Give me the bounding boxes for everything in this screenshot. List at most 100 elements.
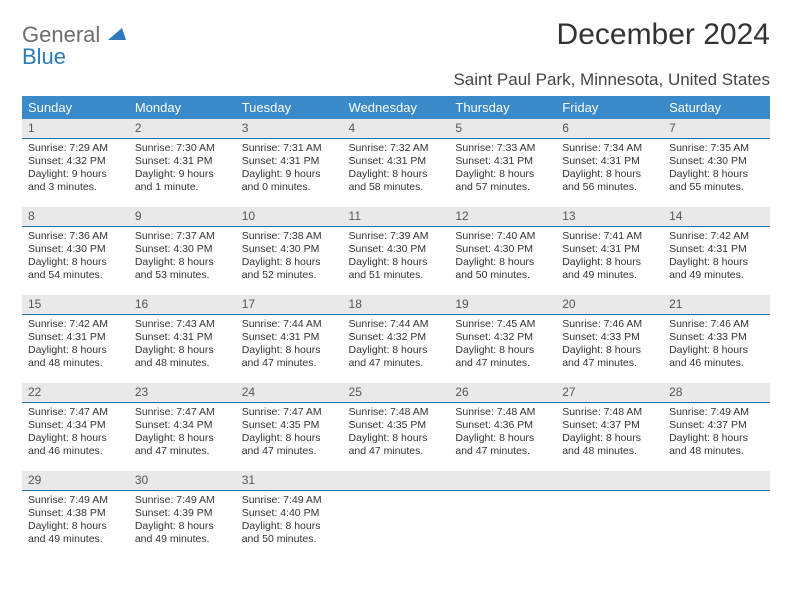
day-number: 5 <box>449 119 556 139</box>
calendar-day-cell: 20Sunrise: 7:46 AMSunset: 4:33 PMDayligh… <box>556 295 663 383</box>
day-details: Sunrise: 7:48 AMSunset: 4:37 PMDaylight:… <box>556 403 663 463</box>
sunset-line: Sunset: 4:35 PM <box>242 419 320 431</box>
sunset-line: Sunset: 4:30 PM <box>28 243 106 255</box>
calendar-day-cell: 28Sunrise: 7:49 AMSunset: 4:37 PMDayligh… <box>663 383 770 471</box>
daylight-line: Daylight: 8 hours and 50 minutes. <box>242 520 321 545</box>
day-number: 7 <box>663 119 770 139</box>
calendar-day-cell: 4Sunrise: 7:32 AMSunset: 4:31 PMDaylight… <box>343 119 450 207</box>
day-details: Sunrise: 7:31 AMSunset: 4:31 PMDaylight:… <box>236 139 343 199</box>
sunrise-line: Sunrise: 7:49 AM <box>669 406 749 418</box>
sunrise-line: Sunrise: 7:40 AM <box>455 230 535 242</box>
weekday-header: Friday <box>556 96 663 119</box>
day-details: Sunrise: 7:35 AMSunset: 4:30 PMDaylight:… <box>663 139 770 199</box>
calendar-day-cell: 24Sunrise: 7:47 AMSunset: 4:35 PMDayligh… <box>236 383 343 471</box>
daylight-line: Daylight: 8 hours and 49 minutes. <box>562 256 641 281</box>
day-details: Sunrise: 7:45 AMSunset: 4:32 PMDaylight:… <box>449 315 556 375</box>
day-number-empty <box>556 471 663 491</box>
day-number: 23 <box>129 383 236 403</box>
sunrise-line: Sunrise: 7:49 AM <box>135 494 215 506</box>
calendar-day-cell: 12Sunrise: 7:40 AMSunset: 4:30 PMDayligh… <box>449 207 556 295</box>
sunset-line: Sunset: 4:30 PM <box>135 243 213 255</box>
daylight-line: Daylight: 8 hours and 51 minutes. <box>349 256 428 281</box>
calendar-day-cell: 18Sunrise: 7:44 AMSunset: 4:32 PMDayligh… <box>343 295 450 383</box>
day-number: 18 <box>343 295 450 315</box>
sunset-line: Sunset: 4:31 PM <box>455 155 533 167</box>
day-number: 4 <box>343 119 450 139</box>
calendar-week-row: 15Sunrise: 7:42 AMSunset: 4:31 PMDayligh… <box>22 295 770 383</box>
calendar-day-cell: 11Sunrise: 7:39 AMSunset: 4:30 PMDayligh… <box>343 207 450 295</box>
day-details: Sunrise: 7:37 AMSunset: 4:30 PMDaylight:… <box>129 227 236 287</box>
day-number: 31 <box>236 471 343 491</box>
daylight-line: Daylight: 8 hours and 48 minutes. <box>135 344 214 369</box>
calendar-day-cell <box>343 471 450 559</box>
weekday-header: Monday <box>129 96 236 119</box>
daylight-line: Daylight: 8 hours and 52 minutes. <box>242 256 321 281</box>
day-number: 29 <box>22 471 129 491</box>
day-number: 1 <box>22 119 129 139</box>
day-details: Sunrise: 7:46 AMSunset: 4:33 PMDaylight:… <box>556 315 663 375</box>
calendar-day-cell <box>449 471 556 559</box>
sunrise-line: Sunrise: 7:35 AM <box>669 142 749 154</box>
calendar-week-row: 8Sunrise: 7:36 AMSunset: 4:30 PMDaylight… <box>22 207 770 295</box>
sunset-line: Sunset: 4:40 PM <box>242 507 320 519</box>
daylight-line: Daylight: 9 hours and 1 minute. <box>135 168 214 193</box>
day-details: Sunrise: 7:34 AMSunset: 4:31 PMDaylight:… <box>556 139 663 199</box>
calendar-day-cell: 1Sunrise: 7:29 AMSunset: 4:32 PMDaylight… <box>22 119 129 207</box>
sunset-line: Sunset: 4:32 PM <box>455 331 533 343</box>
day-details: Sunrise: 7:48 AMSunset: 4:35 PMDaylight:… <box>343 403 450 463</box>
day-number: 22 <box>22 383 129 403</box>
day-number: 11 <box>343 207 450 227</box>
day-number-empty <box>663 471 770 491</box>
sunset-line: Sunset: 4:30 PM <box>669 155 747 167</box>
day-number: 27 <box>556 383 663 403</box>
day-details: Sunrise: 7:44 AMSunset: 4:31 PMDaylight:… <box>236 315 343 375</box>
calendar-week-row: 22Sunrise: 7:47 AMSunset: 4:34 PMDayligh… <box>22 383 770 471</box>
sunrise-line: Sunrise: 7:29 AM <box>28 142 108 154</box>
daylight-line: Daylight: 8 hours and 53 minutes. <box>135 256 214 281</box>
day-details: Sunrise: 7:44 AMSunset: 4:32 PMDaylight:… <box>343 315 450 375</box>
day-number: 17 <box>236 295 343 315</box>
sunrise-line: Sunrise: 7:44 AM <box>349 318 429 330</box>
sunrise-line: Sunrise: 7:48 AM <box>455 406 535 418</box>
sunrise-line: Sunrise: 7:42 AM <box>669 230 749 242</box>
daylight-line: Daylight: 8 hours and 55 minutes. <box>669 168 748 193</box>
day-details: Sunrise: 7:47 AMSunset: 4:35 PMDaylight:… <box>236 403 343 463</box>
sunset-line: Sunset: 4:31 PM <box>562 243 640 255</box>
daylight-line: Daylight: 8 hours and 47 minutes. <box>242 432 321 457</box>
daylight-line: Daylight: 8 hours and 49 minutes. <box>135 520 214 545</box>
sunset-line: Sunset: 4:31 PM <box>28 331 106 343</box>
sunrise-line: Sunrise: 7:41 AM <box>562 230 642 242</box>
day-details: Sunrise: 7:36 AMSunset: 4:30 PMDaylight:… <box>22 227 129 287</box>
calendar-week-row: 1Sunrise: 7:29 AMSunset: 4:32 PMDaylight… <box>22 119 770 207</box>
day-details: Sunrise: 7:46 AMSunset: 4:33 PMDaylight:… <box>663 315 770 375</box>
sunset-line: Sunset: 4:32 PM <box>349 331 427 343</box>
daylight-line: Daylight: 9 hours and 3 minutes. <box>28 168 107 193</box>
day-details: Sunrise: 7:30 AMSunset: 4:31 PMDaylight:… <box>129 139 236 199</box>
sunrise-line: Sunrise: 7:47 AM <box>135 406 215 418</box>
daylight-line: Daylight: 8 hours and 56 minutes. <box>562 168 641 193</box>
day-number: 8 <box>22 207 129 227</box>
calendar-day-cell: 13 Sunrise: 7:41 AMSunset: 4:31 PMDayligh… <box>556 207 663 295</box>
sunrise-line: Sunrise: 7:43 AM <box>135 318 215 330</box>
day-number: 13 <box>556 207 663 227</box>
location-text: Saint Paul Park, Minnesota, United State… <box>22 70 770 90</box>
day-number-empty <box>343 471 450 491</box>
day-number: 3 <box>236 119 343 139</box>
sunset-line: Sunset: 4:31 PM <box>242 331 320 343</box>
calendar-day-cell <box>556 471 663 559</box>
page-title: December 2024 <box>557 18 770 52</box>
daylight-line: Daylight: 8 hours and 46 minutes. <box>669 344 748 369</box>
daylight-line: Daylight: 8 hours and 50 minutes. <box>455 256 534 281</box>
calendar-day-cell: 16Sunrise: 7:43 AMSunset: 4:31 PMDayligh… <box>129 295 236 383</box>
calendar-day-cell: 8Sunrise: 7:36 AMSunset: 4:30 PMDaylight… <box>22 207 129 295</box>
calendar-day-cell: 26Sunrise: 7:48 AMSunset: 4:36 PMDayligh… <box>449 383 556 471</box>
sunrise-line: Sunrise: 7:49 AM <box>242 494 322 506</box>
calendar-day-cell: 2Sunrise: 7:30 AMSunset: 4:31 PMDaylight… <box>129 119 236 207</box>
day-number: 24 <box>236 383 343 403</box>
sunrise-line: Sunrise: 7:31 AM <box>242 142 322 154</box>
daylight-line: Daylight: 8 hours and 48 minutes. <box>669 432 748 457</box>
day-details: Sunrise: 7:49 AMSunset: 4:40 PMDaylight:… <box>236 491 343 551</box>
sunset-line: Sunset: 4:30 PM <box>455 243 533 255</box>
calendar-day-cell: 17Sunrise: 7:44 AMSunset: 4:31 PMDayligh… <box>236 295 343 383</box>
day-details: Sunrise: 7:40 AMSunset: 4:30 PMDaylight:… <box>449 227 556 287</box>
